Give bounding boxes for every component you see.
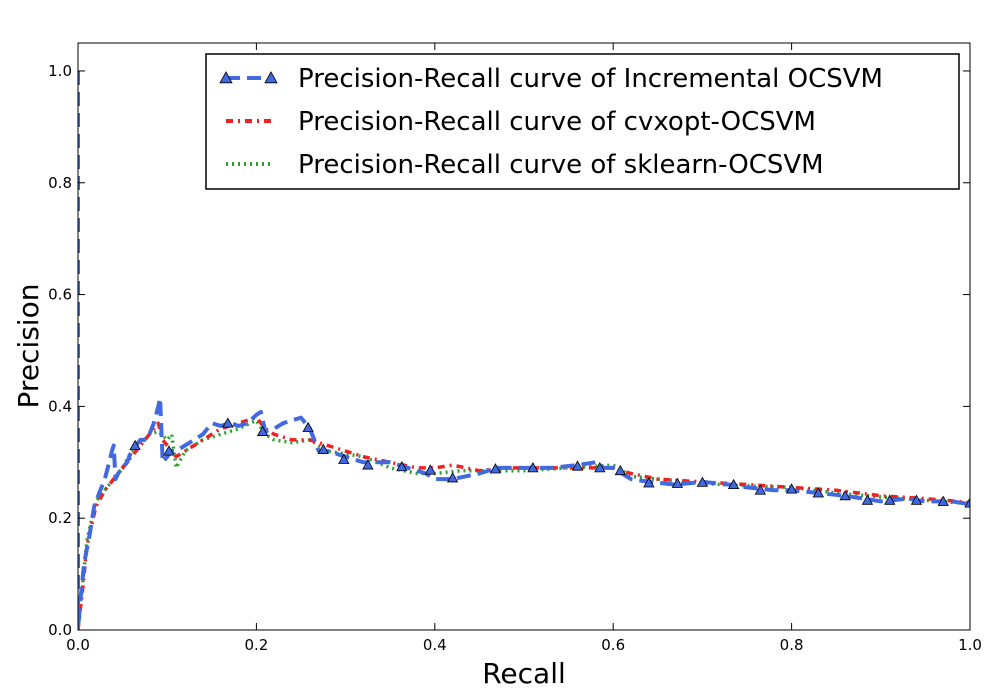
series-marker — [571, 460, 584, 471]
legend-label: Precision-Recall curve of sklearn-OCSVM — [298, 150, 824, 180]
series-marker — [812, 487, 825, 498]
y-tick-label: 0.0 — [48, 621, 72, 639]
series-marker — [671, 477, 684, 488]
series-marker — [527, 462, 539, 473]
legend-marker — [264, 71, 278, 84]
series-marker — [256, 425, 269, 436]
series-marker — [861, 494, 874, 505]
x-tick-label: 0.4 — [423, 636, 447, 654]
series-marker — [910, 494, 923, 505]
series-marker — [446, 472, 459, 483]
y-tick-label: 0.2 — [48, 509, 72, 527]
legend: Precision-Recall curve of Incremental OC… — [205, 53, 960, 190]
series-marker — [964, 497, 970, 508]
series-marker — [362, 459, 374, 470]
series-line-2 — [78, 418, 970, 630]
y-tick-label: 0.8 — [48, 174, 72, 192]
x-tick-label: 0.6 — [601, 636, 625, 654]
series-marker — [643, 477, 655, 488]
series-marker — [489, 463, 502, 474]
series-marker — [839, 490, 851, 501]
series-marker — [129, 439, 141, 450]
legend-label: Precision-Recall curve of Incremental OC… — [298, 64, 883, 94]
x-axis-title: Recall — [482, 657, 566, 690]
plot-frame — [77, 42, 971, 631]
series-marker — [785, 483, 798, 494]
series-marker — [302, 421, 314, 433]
series-marker — [424, 464, 437, 475]
y-tick-label: 0.6 — [48, 286, 72, 304]
series-marker — [696, 476, 709, 487]
y-axis-title: Precision — [12, 284, 45, 409]
series-layer — [78, 71, 970, 630]
legend-marker — [219, 71, 233, 84]
series-marker — [163, 445, 175, 456]
series-marker — [317, 443, 329, 454]
series-marker — [754, 484, 767, 495]
x-tick-label: 0.2 — [244, 636, 268, 654]
series-marker — [222, 417, 234, 428]
series-marker — [594, 462, 606, 473]
series-line-0 — [78, 71, 970, 630]
tick-layer: 0.0 0.2 0.4 0.6 0.8 1.0 0.0 0.2 0.4 0.6 0.8 1.0 — [48, 43, 982, 654]
x-tick-label: 0.8 — [780, 636, 804, 654]
series-marker — [727, 478, 740, 490]
x-tick-label: 0.0 — [66, 636, 90, 654]
y-tick-label: 1.0 — [48, 62, 72, 80]
series-marker — [396, 460, 408, 472]
legend-box — [205, 53, 960, 190]
series-marker — [884, 494, 896, 505]
series-marker — [338, 453, 350, 464]
series-marker — [937, 495, 949, 506]
legend-label: Precision-Recall curve of cvxopt-OCSVM — [298, 107, 816, 137]
x-tick-label: 1.0 — [958, 636, 982, 654]
series-marker — [614, 464, 627, 476]
y-tick-label: 0.4 — [48, 397, 72, 415]
